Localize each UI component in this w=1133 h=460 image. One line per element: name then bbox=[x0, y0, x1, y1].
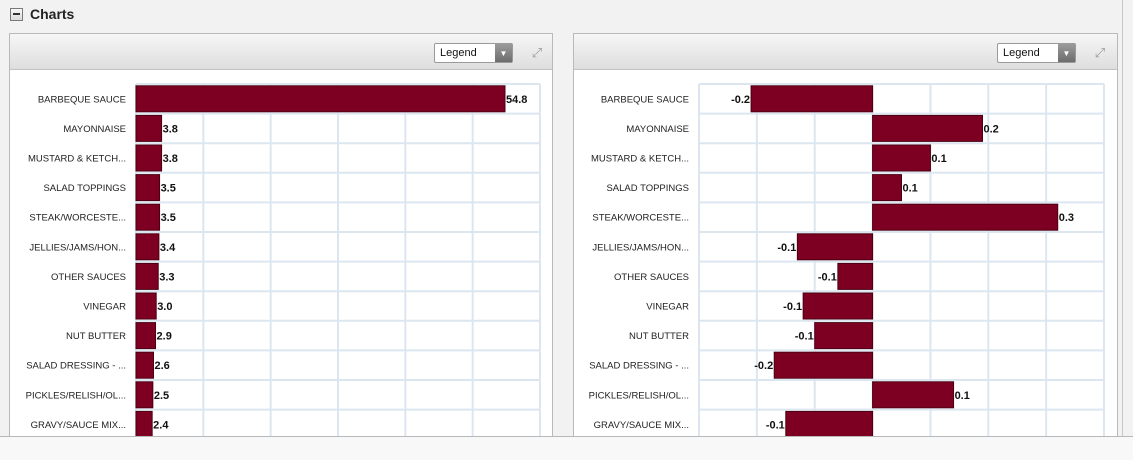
chevron-down-icon: ▼ bbox=[495, 44, 512, 62]
category-label: SALAD DRESSING - ... bbox=[589, 361, 689, 372]
data-label: 54.8 bbox=[506, 94, 527, 106]
category-label: MAYONNAISE bbox=[626, 124, 689, 135]
category-label: JELLIES/JAMS/HON... bbox=[29, 242, 126, 253]
divider bbox=[1122, 0, 1123, 436]
bar[interactable] bbox=[135, 262, 159, 290]
category-label: SALAD DRESSING - ... bbox=[26, 361, 126, 372]
data-label: -0.1 bbox=[766, 419, 785, 431]
category-label: MUSTARD & KETCH... bbox=[591, 154, 689, 165]
bar[interactable] bbox=[872, 381, 955, 409]
category-label: SALAD TOPPINGS bbox=[606, 183, 689, 194]
data-label: -0.1 bbox=[777, 242, 796, 254]
category-label: VINEGAR bbox=[83, 302, 126, 313]
bar[interactable] bbox=[750, 85, 874, 113]
bar-chart-left: BARBEQUE SAUCE 54.8 MAYONNAISE 3.8 MUSTARD &… bbox=[26, 83, 541, 436]
bar[interactable] bbox=[135, 174, 161, 202]
chart-panel-left: Legend ▼ ⤢ BARBEQUE SAUCE 54.8 MAYONNAISE 3… bbox=[9, 33, 553, 436]
data-label: 2.9 bbox=[157, 331, 172, 343]
chevron-down-icon: ▼ bbox=[1058, 44, 1075, 62]
bar[interactable] bbox=[135, 381, 154, 409]
data-label: 2.6 bbox=[155, 360, 170, 372]
data-label: 0.1 bbox=[931, 153, 946, 165]
category-label: PICKLES/RELISH/OL... bbox=[589, 390, 689, 401]
panel-toolbar: Legend ▼ ⤢ bbox=[10, 34, 552, 70]
bar[interactable] bbox=[135, 203, 161, 231]
bar[interactable] bbox=[135, 85, 506, 113]
bar[interactable] bbox=[135, 144, 163, 172]
category-label: BARBEQUE SAUCE bbox=[601, 94, 689, 105]
bar[interactable] bbox=[135, 233, 160, 261]
data-label: 2.4 bbox=[153, 419, 169, 431]
bar[interactable] bbox=[796, 233, 874, 261]
chart-panel-right: Legend ▼ ⤢ BARBEQUE SAUCE -0.2 MAYONNAISE 0… bbox=[573, 33, 1118, 436]
data-label: 0.1 bbox=[955, 390, 970, 402]
bar[interactable] bbox=[814, 322, 874, 350]
bar-chart-right: BARBEQUE SAUCE -0.2 MAYONNAISE 0.2 MUSTARD &… bbox=[589, 83, 1105, 436]
bar[interactable] bbox=[872, 114, 984, 142]
bar[interactable] bbox=[872, 174, 903, 202]
data-label: 3.5 bbox=[161, 183, 176, 195]
legend-dropdown[interactable]: Legend ▼ bbox=[997, 43, 1076, 63]
category-label: MAYONNAISE bbox=[63, 124, 126, 135]
bar[interactable] bbox=[773, 351, 874, 379]
data-label: -0.1 bbox=[818, 271, 837, 283]
category-label: VINEGAR bbox=[646, 302, 689, 313]
panel-toolbar: Legend ▼ ⤢ bbox=[574, 34, 1117, 70]
data-label: 2.5 bbox=[154, 390, 169, 402]
category-label: JELLIES/JAMS/HON... bbox=[592, 242, 689, 253]
category-label: NUT BUTTER bbox=[66, 331, 126, 342]
bar[interactable] bbox=[135, 410, 153, 436]
category-label: GRAVY/SAUCE MIX... bbox=[31, 420, 126, 431]
category-label: OTHER SAUCES bbox=[51, 272, 126, 283]
data-label: 3.0 bbox=[157, 301, 172, 313]
data-label: 0.3 bbox=[1059, 212, 1074, 224]
data-label: 0.1 bbox=[903, 183, 918, 195]
bar[interactable] bbox=[785, 410, 874, 436]
bar[interactable] bbox=[135, 351, 155, 379]
section-title: Charts bbox=[30, 6, 75, 22]
data-label: 3.8 bbox=[163, 153, 178, 165]
category-label: SALAD TOPPINGS bbox=[43, 183, 126, 194]
data-label: -0.2 bbox=[731, 94, 750, 106]
legend-dropdown-label: Legend bbox=[1003, 47, 1040, 59]
minus-icon[interactable] bbox=[10, 7, 23, 21]
bar[interactable] bbox=[135, 114, 163, 142]
data-label: -0.1 bbox=[783, 301, 802, 313]
legend-dropdown[interactable]: Legend ▼ bbox=[434, 43, 513, 63]
category-label: PICKLES/RELISH/OL... bbox=[26, 390, 126, 401]
expand-icon[interactable]: ⤢ bbox=[1094, 45, 1106, 60]
data-label: -0.1 bbox=[795, 331, 814, 343]
data-label: 3.4 bbox=[160, 242, 176, 254]
bar[interactable] bbox=[135, 292, 157, 320]
expand-icon[interactable]: ⤢ bbox=[531, 45, 543, 60]
data-label: 3.5 bbox=[161, 212, 176, 224]
bar[interactable] bbox=[135, 322, 157, 350]
charts-section-header: Charts bbox=[0, 0, 1124, 28]
bar[interactable] bbox=[802, 292, 874, 320]
category-label: MUSTARD & KETCH... bbox=[28, 154, 126, 165]
legend-dropdown-label: Legend bbox=[440, 47, 477, 59]
data-label: 3.8 bbox=[163, 123, 178, 135]
bar[interactable] bbox=[872, 203, 1059, 231]
category-label: NUT BUTTER bbox=[629, 331, 689, 342]
data-label: -0.2 bbox=[754, 360, 773, 372]
bar[interactable] bbox=[872, 144, 931, 172]
category-label: STEAK/WORCESTE... bbox=[592, 213, 689, 224]
bar[interactable] bbox=[837, 262, 874, 290]
data-label: 0.2 bbox=[984, 123, 999, 135]
category-label: GRAVY/SAUCE MIX... bbox=[594, 420, 689, 431]
category-label: OTHER SAUCES bbox=[614, 272, 689, 283]
category-label: BARBEQUE SAUCE bbox=[38, 94, 126, 105]
footer-bar bbox=[0, 436, 1133, 460]
data-label: 3.3 bbox=[159, 271, 174, 283]
category-label: STEAK/WORCESTE... bbox=[29, 213, 126, 224]
